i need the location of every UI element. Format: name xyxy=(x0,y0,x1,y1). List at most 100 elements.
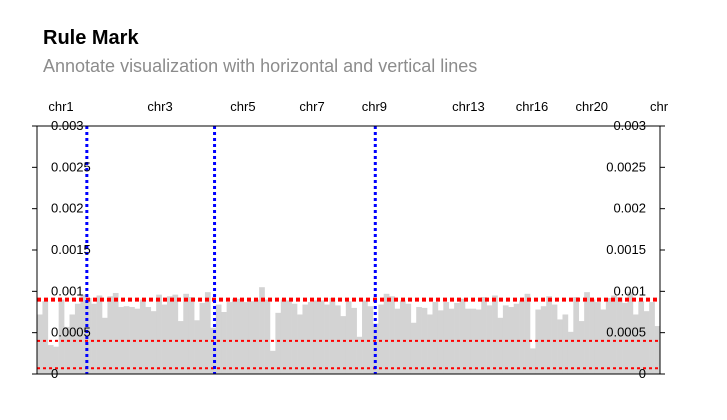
bar xyxy=(167,296,173,374)
bar xyxy=(280,299,287,374)
bar xyxy=(47,345,54,374)
y-tick-label-left: 0.002 xyxy=(51,201,84,216)
bar xyxy=(529,348,536,374)
chart-title: Rule Mark xyxy=(43,27,139,49)
bar xyxy=(80,294,87,374)
bar xyxy=(654,326,661,374)
bar xyxy=(37,314,43,374)
bar xyxy=(454,302,460,374)
bar xyxy=(291,303,298,374)
chromosome-label: chr1 xyxy=(48,99,73,114)
bar xyxy=(459,298,466,374)
bar xyxy=(464,308,471,374)
bar xyxy=(410,322,417,374)
bar xyxy=(215,304,222,374)
bar xyxy=(85,297,92,374)
bar xyxy=(557,319,563,374)
bar xyxy=(53,346,59,374)
bar xyxy=(497,317,504,374)
bar xyxy=(567,331,574,374)
y-tick-label-right: 0 xyxy=(639,366,646,381)
bar xyxy=(107,296,114,374)
y-tick-label-left: 0.0005 xyxy=(51,325,91,340)
bar xyxy=(584,292,590,374)
bar xyxy=(443,302,450,374)
bar xyxy=(638,301,645,374)
bar xyxy=(156,294,162,374)
bar xyxy=(437,310,444,374)
bar xyxy=(546,296,552,374)
bar xyxy=(378,304,385,374)
bar xyxy=(562,314,569,374)
bar xyxy=(318,300,325,374)
bar xyxy=(589,299,596,374)
bar xyxy=(605,297,612,374)
bar xyxy=(432,302,439,374)
bar xyxy=(286,300,292,374)
bar xyxy=(573,297,580,374)
bar xyxy=(112,292,119,374)
bar xyxy=(199,302,206,374)
bar xyxy=(481,297,487,374)
bar xyxy=(188,297,195,374)
bar xyxy=(248,301,254,374)
bar xyxy=(351,307,357,374)
bar xyxy=(578,321,585,374)
bar xyxy=(264,299,271,374)
bar xyxy=(302,304,309,374)
bar xyxy=(242,302,249,374)
chromosome-labels: chr1 chr3 chr5 chr7 chr9 chr13 chr16 chr20 chr xyxy=(48,99,668,114)
bar xyxy=(275,312,282,374)
bar xyxy=(269,350,276,374)
y-tick-label-left: 0 xyxy=(51,366,58,381)
bar xyxy=(362,300,368,374)
bar xyxy=(421,307,428,374)
bar xyxy=(345,301,352,374)
bar xyxy=(313,300,320,374)
bar xyxy=(405,303,412,374)
bar xyxy=(123,306,130,374)
y-tick-label-left: 0.003 xyxy=(51,118,84,133)
bar xyxy=(502,305,509,374)
bar xyxy=(74,303,81,374)
bar-series xyxy=(37,287,661,374)
bar xyxy=(616,297,623,374)
bar xyxy=(232,298,238,374)
bar xyxy=(96,295,103,374)
bar xyxy=(259,287,265,374)
vertical-rules xyxy=(85,126,377,374)
y-tick-label-left: 0.0025 xyxy=(51,159,91,174)
bar xyxy=(226,302,233,374)
y-tick-label-right: 0.0005 xyxy=(606,325,646,340)
bar xyxy=(307,302,314,374)
bar xyxy=(649,302,655,374)
chromosome-label: chr xyxy=(650,99,669,114)
y-tick-label-left: 0.0015 xyxy=(51,242,91,257)
chart-subtitle: Annotate visualization with horizontal a… xyxy=(43,56,478,76)
bar xyxy=(513,303,520,374)
bar xyxy=(535,309,542,374)
bar xyxy=(172,294,179,374)
y-tick-label-right: 0.0015 xyxy=(606,242,646,257)
bar xyxy=(486,305,493,374)
chromosome-label: chr9 xyxy=(362,99,387,114)
bar xyxy=(519,300,525,374)
bar xyxy=(139,299,146,374)
bar xyxy=(69,314,76,374)
bar xyxy=(475,309,482,374)
bar xyxy=(102,317,108,374)
y-tick-label-right: 0.002 xyxy=(613,201,646,216)
bar xyxy=(129,307,135,374)
bar xyxy=(427,314,433,374)
chromosome-label: chr16 xyxy=(516,99,549,114)
bar xyxy=(632,314,639,374)
bar xyxy=(627,292,634,374)
bar xyxy=(329,297,336,374)
bar xyxy=(145,307,152,374)
bar xyxy=(622,302,628,374)
bar xyxy=(253,299,260,374)
bar xyxy=(64,326,70,374)
bar xyxy=(221,312,227,374)
bar xyxy=(91,303,97,374)
